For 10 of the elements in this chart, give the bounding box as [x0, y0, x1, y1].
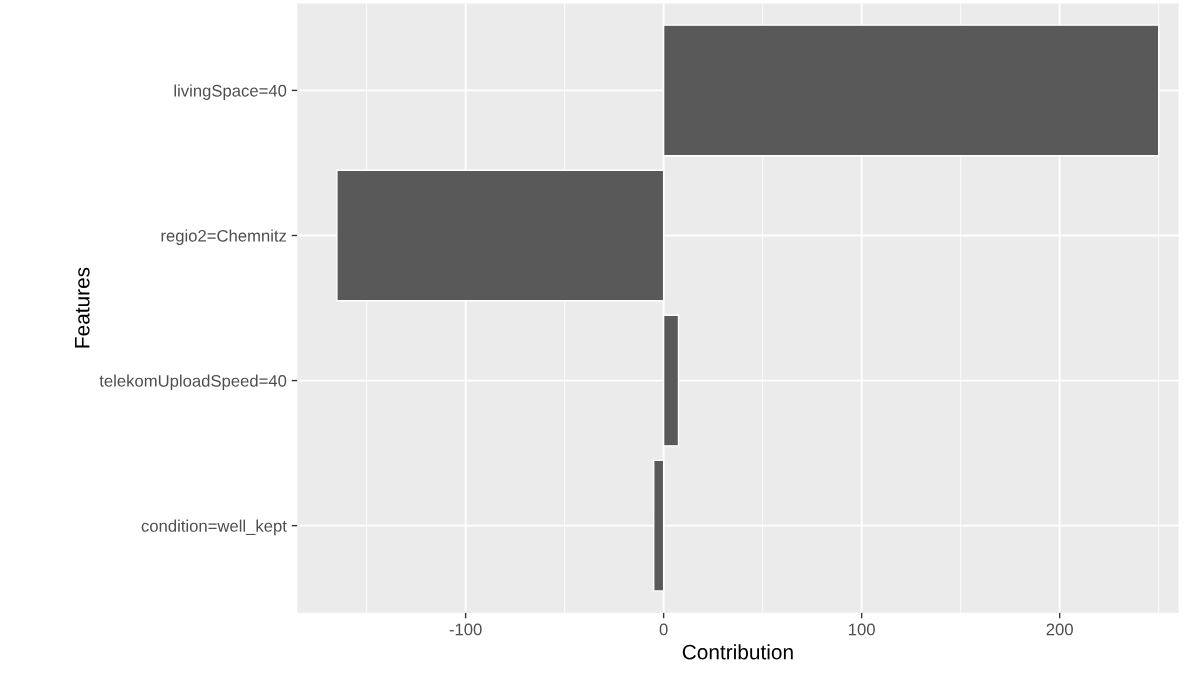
y-tick-label: livingSpace=40 [174, 84, 287, 100]
x-tick-label: -100 [449, 623, 482, 636]
y-tick-label: condition=well_kept [141, 519, 287, 536]
x-axis-title: Contribution [682, 644, 793, 660]
y-tick-label: regio2=Chemnitz [161, 229, 287, 245]
x-tick-label: 100 [849, 623, 875, 636]
y-axis-title: Features [75, 267, 90, 348]
y-tick-label: telekomUploadSpeed=40 [99, 374, 287, 391]
x-tick-label: 0 [659, 623, 668, 636]
x-tick-label: 200 [1046, 623, 1073, 636]
